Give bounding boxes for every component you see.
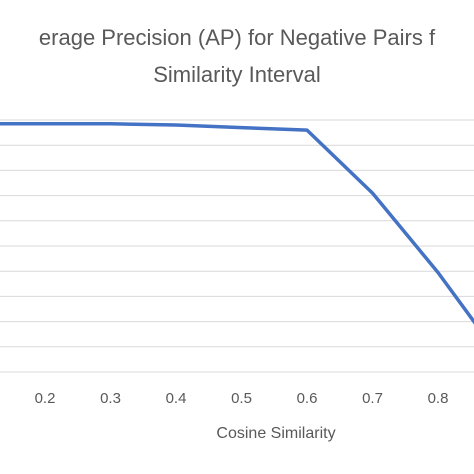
x-tick-label: 0.8 xyxy=(428,390,449,407)
x-axis-tick-labels: 0.2 0.3 0.4 0.5 0.6 0.7 0.8 xyxy=(35,390,449,407)
x-tick-label: 0.2 xyxy=(35,390,56,407)
series-lines xyxy=(0,122,474,325)
chart-title-line-1: erage Precision (AP) for Negative Pairs … xyxy=(39,25,436,50)
x-tick-label: 0.5 xyxy=(231,390,252,407)
gridlines xyxy=(0,119,474,373)
x-tick-label: 0.7 xyxy=(362,390,383,407)
x-tick-label: 0.6 xyxy=(297,390,318,407)
x-tick-label: 0.3 xyxy=(100,390,121,407)
chart-title-line-2: Similarity Interval xyxy=(153,62,320,87)
series-line xyxy=(0,122,474,325)
x-axis-label: Cosine Similarity xyxy=(216,425,335,442)
x-tick-label: 0.4 xyxy=(166,390,187,407)
chart-title: erage Precision (AP) for Negative Pairs … xyxy=(39,25,436,87)
